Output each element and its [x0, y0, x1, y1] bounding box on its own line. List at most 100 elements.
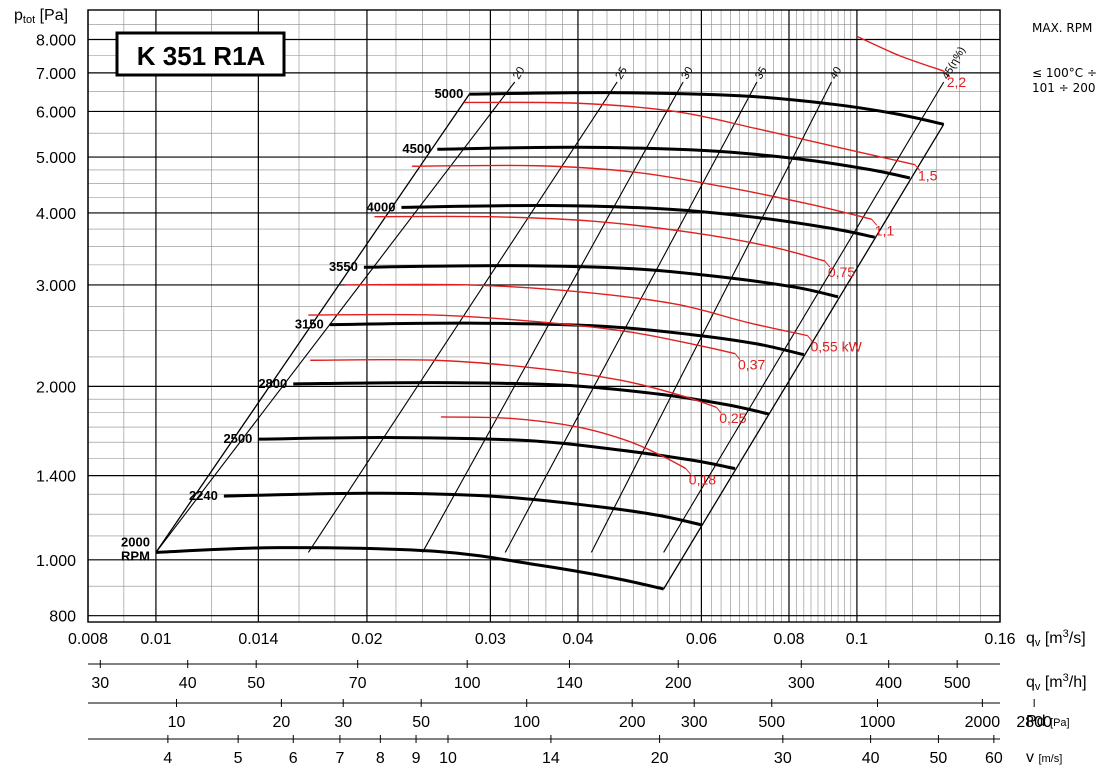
x-tick-label: 0.16: [984, 631, 1015, 648]
y-tick-label: 7.000: [36, 66, 76, 83]
rpm-curve: [223, 491, 702, 527]
power-leader: [943, 70, 950, 78]
power-label: 0,55 kW: [810, 339, 862, 355]
power-leader: [824, 260, 831, 268]
rpm-label: 2800: [258, 376, 287, 391]
temp-note-2: 101 ÷ 200: [1032, 81, 1096, 95]
secondary-tick-label: 500: [758, 714, 785, 731]
secondary-tick-label: 4: [163, 750, 172, 767]
y-tick-label: 4.000: [36, 206, 76, 223]
rpm-curve: [155, 546, 664, 591]
power-label: 2,2: [947, 74, 967, 90]
rpm-label: 2000: [121, 534, 150, 549]
secondary-tick-label: 60: [985, 750, 1003, 767]
x-tick-label: 0.06: [686, 631, 717, 648]
y-tick-label: 8.000: [36, 32, 76, 49]
secondary-tick-label: 2000: [965, 714, 1001, 731]
grid: [87, 9, 1035, 743]
rpm-unit-label: RPM: [121, 548, 150, 563]
secondary-tick-label: 14: [542, 750, 560, 767]
y-tick-label: 1.000: [36, 553, 76, 570]
power-leader: [685, 468, 692, 475]
secondary-tick-label: 300: [681, 714, 708, 731]
chart-title: K 351 R1A: [137, 41, 266, 71]
secondary-tick-label: 20: [272, 714, 290, 731]
secondary-tick-label: 5: [234, 750, 243, 767]
secondary-tick-label: 6: [289, 750, 298, 767]
power-label: 0,18: [689, 472, 716, 488]
secondary-tick-label: 7: [335, 750, 344, 767]
secondary-tick-label: 10: [439, 750, 457, 767]
y-tick-label: 5.000: [36, 150, 76, 167]
labels: 0.008 0.01 0.014 0.02 0.03 0.04 0.06 0.08 0.1 0.1…: [36, 32, 1087, 767]
secondary-tick-label: 30: [91, 675, 109, 692]
temp-note-1: ≤ 100°C ÷: [1032, 66, 1097, 80]
power-label: 0,37: [738, 357, 765, 373]
efficiency-label: 20: [511, 65, 528, 82]
envelope-line: [155, 93, 470, 553]
y-tick-label: 1.400: [36, 469, 76, 486]
secondary-tick-label: 9: [412, 750, 421, 767]
secondary-tick-label: 30: [774, 750, 792, 767]
rpm-label: 5000: [434, 86, 463, 101]
x-tick-label: 0.04: [562, 631, 593, 648]
x-tick-label: 0.008: [68, 631, 108, 648]
rpm-label: 2240: [189, 488, 218, 503]
secondary-tick-label: 50: [930, 750, 948, 767]
efficiency-line: [307, 81, 618, 553]
efficiency-line: [504, 81, 758, 553]
efficiency-line: [590, 81, 833, 553]
secondary-tick-label: 100: [513, 714, 540, 731]
secondary-tick-label: 50: [247, 675, 265, 692]
secondary-tick-label: 8: [376, 750, 385, 767]
efficiency-label: 40: [828, 65, 845, 82]
secondary-tick-label: 70: [349, 675, 367, 692]
power-curve: [856, 35, 944, 72]
efficiency-lines: [155, 81, 945, 590]
secondary-tick-label: 400: [875, 675, 902, 692]
secondary-tick-label: 20: [651, 750, 669, 767]
rpm-label: 3150: [295, 317, 324, 332]
power-curve: [308, 313, 736, 355]
rpm-label: 4000: [367, 199, 396, 214]
x-tick-label: 0.1: [846, 631, 868, 648]
x-tick-label: 0.08: [773, 631, 804, 648]
power-label: 1,1: [875, 222, 895, 238]
rpm-curve: [469, 91, 945, 126]
rpm-label: 4500: [402, 141, 431, 156]
y-tick-label: 6.000: [36, 104, 76, 121]
efficiency-label: 35: [753, 65, 770, 82]
y-tick-label: 2.000: [36, 379, 76, 396]
power-leader: [914, 164, 921, 172]
x-tick-label: 0.01: [140, 631, 171, 648]
max-rpm-note: MAX. RPM: [1032, 21, 1092, 35]
y-tick-label: 3.000: [36, 278, 76, 295]
power-curve: [440, 416, 687, 470]
power-curve: [310, 358, 717, 408]
efficiency-line: [155, 81, 516, 553]
power-label: 0,25: [719, 410, 746, 426]
secondary-tick-label: 2800: [1016, 714, 1052, 731]
x-tick-label: 0.03: [475, 631, 506, 648]
secondary-tick-label: 50: [412, 714, 430, 731]
secondary-axis-label: Pd [Pa]: [1026, 713, 1070, 730]
rpm-curve: [363, 264, 839, 299]
x-tick-label: 0.014: [238, 631, 278, 648]
rpm-curve: [401, 203, 875, 239]
efficiency-line: [421, 81, 684, 553]
power-curve: [374, 215, 826, 262]
power-curve: [412, 164, 872, 220]
power-label: 1,5: [918, 168, 938, 184]
x-tick-label: 0.02: [351, 631, 382, 648]
rpm-label: 2500: [223, 431, 252, 446]
secondary-axis-label: qv [m3/h]: [1026, 672, 1087, 693]
x-axis-label: qv [m3/s]: [1026, 628, 1086, 649]
secondary-axis-label: v [m/s]: [1026, 749, 1062, 766]
secondary-tick-label: 40: [179, 675, 197, 692]
curves: [155, 35, 950, 591]
secondary-tick-label: 300: [788, 675, 815, 692]
secondary-tick-label: 40: [862, 750, 880, 767]
power-leader: [807, 335, 813, 342]
rpm-label: 3550: [329, 259, 358, 274]
